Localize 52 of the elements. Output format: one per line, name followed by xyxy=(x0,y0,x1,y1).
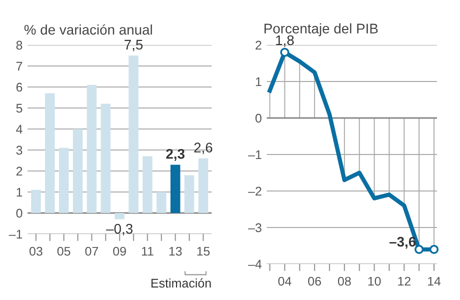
chart-title: % de variación anual xyxy=(24,24,152,35)
x-tick-label: 07 xyxy=(85,246,98,256)
y-tick-label: 2 xyxy=(16,166,22,176)
x-tick-label: 11 xyxy=(142,246,154,256)
x-tick-label: 06 xyxy=(308,276,321,286)
x-tick-label: 13 xyxy=(169,246,182,256)
data-label: 2,3 xyxy=(166,148,185,161)
y-tick-label: 3 xyxy=(16,146,22,155)
x-tick-label: 10 xyxy=(368,276,381,286)
bar xyxy=(156,192,166,213)
y-tick-label: 4 xyxy=(16,124,22,134)
bar xyxy=(184,175,194,213)
bar xyxy=(86,84,97,213)
y-tick-label: 7 xyxy=(16,62,22,71)
bar xyxy=(128,56,138,213)
y-tick-label: –1 xyxy=(248,150,262,160)
bar xyxy=(170,164,180,213)
y-tick-label: 0 xyxy=(16,208,22,218)
y-tick-label: 2 xyxy=(256,40,262,50)
y-tick-label: –4 xyxy=(248,260,262,269)
chart-title: Porcentaje del PIB xyxy=(264,23,378,36)
data-label: 1,8 xyxy=(276,35,294,47)
y-tick-label: –1 xyxy=(8,230,22,239)
bar xyxy=(114,213,124,220)
data-label: 7,5 xyxy=(124,40,143,52)
bar xyxy=(31,190,41,213)
x-tick-label: 09 xyxy=(113,246,126,256)
text: Estimación xyxy=(151,278,211,288)
y-tick-label: 0 xyxy=(255,114,262,123)
y-tick-label: 6 xyxy=(16,82,22,92)
x-tick-label: 04 xyxy=(278,276,292,286)
x-tick-label: 15 xyxy=(197,246,210,256)
x-tick-label: 14 xyxy=(428,276,441,286)
bar xyxy=(142,156,152,213)
y-tick-label: 8 xyxy=(16,40,22,50)
bar xyxy=(100,104,111,213)
data-label: –3,6 xyxy=(389,236,416,249)
y-tick-label: 1 xyxy=(16,188,22,197)
bar xyxy=(72,129,83,213)
x-tick-label: 12 xyxy=(398,276,410,286)
y-tick-label: 5 xyxy=(16,104,22,113)
x-tick-label: 08 xyxy=(338,276,351,286)
y-tick-label: 1 xyxy=(256,77,262,86)
x-tick-label: 05 xyxy=(57,246,70,256)
bar xyxy=(58,148,69,213)
y-tick-label: –2 xyxy=(248,186,262,196)
bar xyxy=(198,158,208,213)
bar xyxy=(45,93,55,213)
y-tick-label: –3 xyxy=(248,223,262,232)
data-label: 2,6 xyxy=(194,142,212,154)
x-tick-label: 03 xyxy=(30,246,42,256)
data-label: –0,3 xyxy=(106,224,133,236)
